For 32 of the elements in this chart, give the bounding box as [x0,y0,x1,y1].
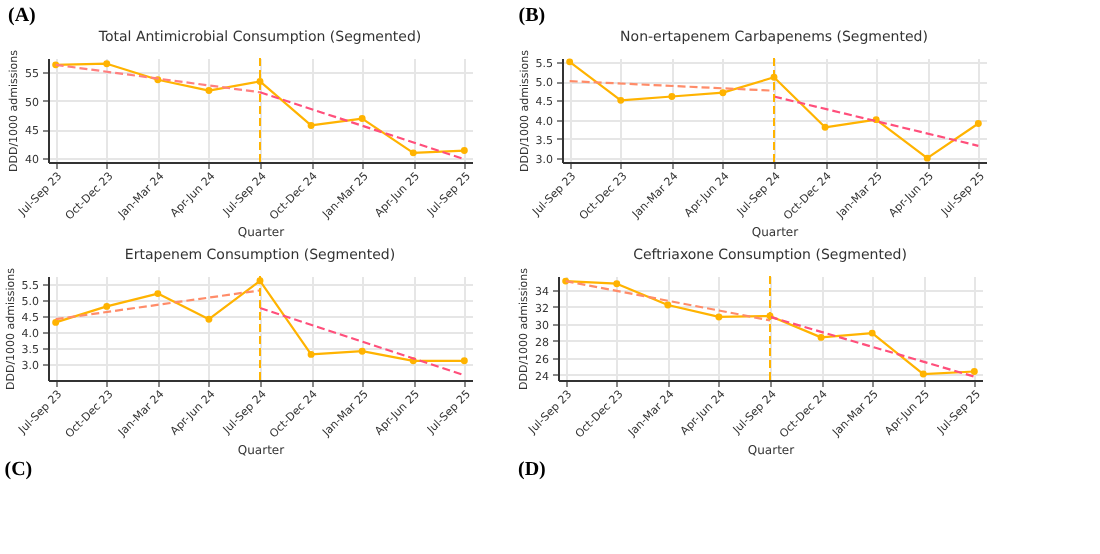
point [613,280,621,288]
text: (A) [8,4,36,27]
point [52,318,60,326]
point [923,154,931,162]
point [566,58,574,66]
point [817,333,825,341]
point [154,290,162,298]
point [919,370,927,378]
point [307,121,315,129]
text: (C) [4,459,33,482]
point [668,93,676,100]
point [205,315,213,323]
text: (B) [518,4,546,27]
point [103,60,111,68]
point [974,120,982,127]
point [358,115,366,123]
point [617,96,625,104]
point [205,87,213,95]
point [409,149,417,157]
point [358,347,366,355]
point [821,123,829,131]
point [868,329,876,337]
point [715,313,723,321]
point [460,357,468,365]
text: (D) [518,459,546,482]
point [460,147,468,155]
point [719,89,727,97]
point [103,302,111,310]
point [970,368,978,375]
point [307,350,315,358]
line-series [566,58,982,162]
point [664,301,672,309]
